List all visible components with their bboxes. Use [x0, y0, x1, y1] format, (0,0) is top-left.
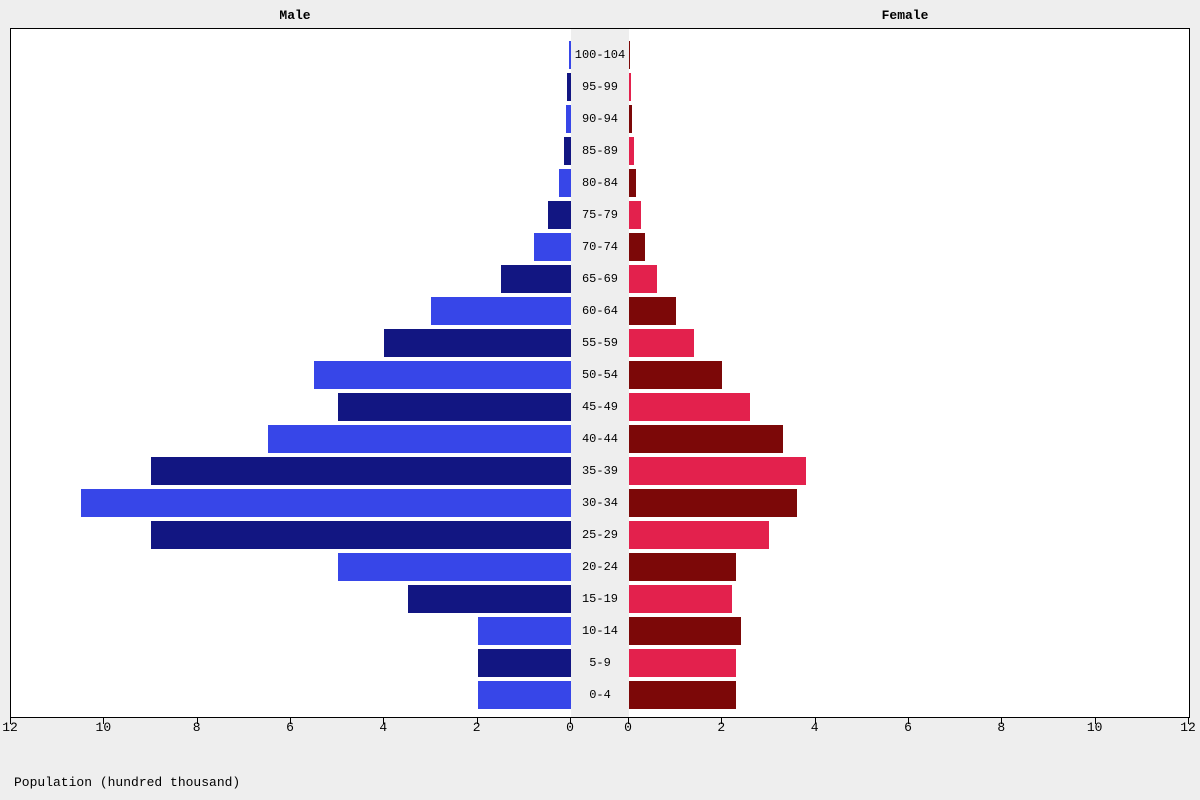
age-label: 60-64 [571, 305, 629, 317]
x-tick-mark [290, 718, 291, 724]
age-label: 80-84 [571, 177, 629, 189]
male-bar [564, 137, 571, 165]
male-bar [408, 585, 571, 613]
x-tick-mark [815, 718, 816, 724]
female-bar [629, 169, 636, 197]
female-bar [629, 585, 732, 613]
female-bar [629, 457, 806, 485]
age-label: 85-89 [571, 145, 629, 157]
x-tick-mark [628, 718, 629, 724]
female-panel [629, 29, 1189, 717]
x-tick-mark [383, 718, 384, 724]
age-label: 65-69 [571, 273, 629, 285]
age-label: 90-94 [571, 113, 629, 125]
male-bar [559, 169, 571, 197]
age-label: 55-59 [571, 337, 629, 349]
female-bar [629, 681, 736, 709]
x-tick-mark [1188, 718, 1189, 724]
female-bar [629, 425, 783, 453]
male-bar [478, 681, 571, 709]
male-bar [338, 553, 571, 581]
female-bar [629, 73, 631, 101]
male-bar [534, 233, 571, 261]
female-bar [629, 105, 632, 133]
age-label: 5-9 [571, 657, 629, 669]
x-tick-mark [10, 718, 11, 724]
female-bar [629, 233, 645, 261]
x-axis-label: Population (hundred thousand) [14, 775, 240, 790]
age-label: 45-49 [571, 401, 629, 413]
male-header: Male [10, 8, 580, 23]
age-label: 15-19 [571, 593, 629, 605]
female-bar [629, 201, 641, 229]
age-label: 10-14 [571, 625, 629, 637]
female-bar [629, 361, 722, 389]
age-label: 50-54 [571, 369, 629, 381]
male-bar [151, 457, 571, 485]
x-tick-mark [103, 718, 104, 724]
age-label: 20-24 [571, 561, 629, 573]
female-bar [629, 521, 769, 549]
female-bar [629, 265, 657, 293]
male-bar [151, 521, 571, 549]
female-bar [629, 553, 736, 581]
age-label: 75-79 [571, 209, 629, 221]
male-bar [478, 649, 571, 677]
x-tick-mark [197, 718, 198, 724]
male-panel [11, 29, 571, 717]
age-label: 0-4 [571, 689, 629, 701]
male-bar [268, 425, 571, 453]
x-tick-mark [1095, 718, 1096, 724]
male-bar [384, 329, 571, 357]
age-label: 35-39 [571, 465, 629, 477]
male-bar [501, 265, 571, 293]
age-label: 95-99 [571, 81, 629, 93]
male-bar [431, 297, 571, 325]
male-bar [548, 201, 571, 229]
age-label: 100-104 [571, 49, 629, 61]
male-bar [81, 489, 571, 517]
x-axis-ticks: 121086420024681012 [10, 720, 1190, 740]
population-pyramid-chart: Male Female 100-104 95-99 90-94 85-89 80-84 7… [0, 0, 1200, 800]
x-tick-mark [570, 718, 571, 724]
female-header: Female [620, 8, 1190, 23]
male-bar [338, 393, 571, 421]
female-bar [629, 137, 634, 165]
female-bar [629, 329, 694, 357]
age-label: 25-29 [571, 529, 629, 541]
female-bar [629, 393, 750, 421]
chart-headers: Male Female [0, 8, 1200, 28]
x-tick-mark [477, 718, 478, 724]
female-bar [629, 649, 736, 677]
female-bar [629, 489, 797, 517]
female-bar [629, 41, 630, 69]
plot-area: 100-104 95-99 90-94 85-89 80-84 75-79 70-74 65-… [10, 28, 1190, 718]
age-axis: 100-104 95-99 90-94 85-89 80-84 75-79 70-74 65-… [571, 29, 629, 717]
x-tick-mark [1001, 718, 1002, 724]
age-label: 70-74 [571, 241, 629, 253]
age-label: 30-34 [571, 497, 629, 509]
male-bar [314, 361, 571, 389]
male-bar [478, 617, 571, 645]
age-label: 40-44 [571, 433, 629, 445]
female-bar [629, 297, 676, 325]
x-tick-mark [908, 718, 909, 724]
female-bar [629, 617, 741, 645]
x-tick-mark [721, 718, 722, 724]
